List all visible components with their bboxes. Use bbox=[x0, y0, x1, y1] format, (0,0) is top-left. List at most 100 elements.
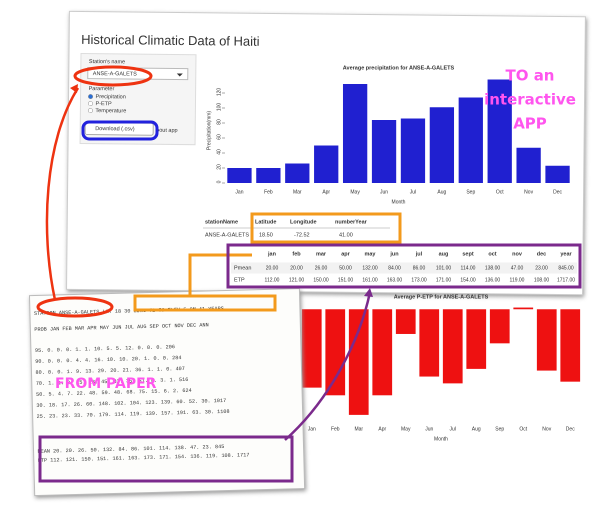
purple-arrow bbox=[284, 291, 372, 441]
paper-header: STATION ANSE-A-GALETS LAT 18 30 LONG 72 … bbox=[34, 306, 224, 317]
table-header: dec bbox=[537, 251, 546, 257]
bar bbox=[285, 163, 310, 183]
x-tick-label: Jun bbox=[380, 189, 388, 195]
table-header: nov bbox=[512, 251, 523, 257]
x-tick-label: Mar bbox=[293, 189, 302, 195]
station-value: ANSE-A-GALETS bbox=[93, 71, 137, 77]
bar bbox=[301, 309, 322, 388]
radio[interactable] bbox=[87, 108, 93, 114]
table-cell: 161.00 bbox=[362, 277, 378, 283]
bar bbox=[227, 168, 252, 183]
radio[interactable] bbox=[88, 94, 93, 100]
table-header: mar bbox=[316, 251, 327, 257]
x-tick-label: Dec bbox=[566, 426, 575, 432]
x-tick-label: May bbox=[401, 426, 411, 432]
chart-title: Average P-ETP for ANSE-A-GALETS bbox=[394, 294, 489, 300]
table-cell: -72.52 bbox=[294, 232, 310, 238]
red-arrow bbox=[45, 87, 80, 301]
table-cell: 84.00 bbox=[388, 265, 401, 271]
y-tick-label: 20 bbox=[216, 164, 222, 170]
to-app-line: TO an bbox=[505, 67, 554, 85]
y-tick-label: 120 bbox=[216, 88, 222, 97]
precip-chart: Average precipitation for ANSE-A-GALETS 0… bbox=[206, 65, 570, 205]
parameter-label: Parameter bbox=[89, 86, 115, 92]
row-label: Pmean bbox=[234, 265, 251, 271]
x-tick-label: Aug bbox=[437, 189, 446, 195]
x-tick-label: Jan bbox=[235, 189, 243, 195]
x-tick-label: May bbox=[350, 189, 360, 195]
paper-line: 70. 1. 1. 3. 15. 23. 45. 32. 35. 51. 8. … bbox=[36, 377, 189, 387]
table-cell: 171.00 bbox=[436, 277, 452, 283]
radio-label: Precipitation bbox=[96, 94, 126, 100]
bar bbox=[419, 309, 440, 377]
x-tick-label: Jul bbox=[410, 189, 416, 195]
to-app-line: APP bbox=[513, 115, 547, 133]
select-caret bbox=[176, 73, 183, 77]
table-cell: 845.00 bbox=[558, 265, 574, 271]
annotations: FROM PAPER TO an interactive APP bbox=[36, 65, 582, 483]
bar bbox=[371, 120, 397, 183]
table-cell: 163.00 bbox=[387, 277, 403, 283]
app-title: Historical Climatic Data of Haiti bbox=[81, 32, 260, 49]
orange-connector bbox=[188, 253, 252, 296]
paper-line: 95. 0. 0. 0. 1. 1. 10. 5. 5. 12. 0. 0. 0… bbox=[35, 344, 175, 354]
bar bbox=[314, 145, 339, 183]
table-header: jan bbox=[267, 251, 277, 257]
bar bbox=[536, 309, 557, 371]
table-cell: 47.00 bbox=[511, 265, 524, 271]
table-cell: 20.00 bbox=[266, 265, 279, 271]
bar bbox=[466, 309, 487, 369]
red-ellipse bbox=[36, 296, 114, 318]
x-tick-label: Oct bbox=[496, 189, 504, 195]
table-header: stationName bbox=[205, 219, 238, 225]
about-link[interactable]: bout app bbox=[156, 128, 177, 134]
table-cell: 1717.00 bbox=[557, 277, 575, 283]
table-cell: 50.00 bbox=[339, 265, 352, 271]
download-text: Download (.csv) bbox=[95, 126, 135, 132]
y-tick-label: 80 bbox=[216, 119, 222, 125]
chart-title: Average precipitation for ANSE-A-GALETS bbox=[343, 65, 455, 71]
x-tick-label: Apr bbox=[378, 426, 386, 432]
paper-line: 80. 0. 0. 1. 9. 13. 29. 20. 21. 36. 1. 1… bbox=[35, 366, 185, 376]
to-app-note: TO an interactive APP bbox=[484, 67, 576, 133]
x-tick-label: Nov bbox=[524, 189, 533, 195]
orange-box bbox=[250, 212, 402, 244]
x-tick-label: Nov bbox=[542, 426, 551, 432]
row-stripe bbox=[231, 274, 577, 286]
table-header: sept bbox=[462, 251, 473, 257]
from-paper-note: FROM PAPER bbox=[55, 376, 157, 392]
bar bbox=[458, 97, 483, 183]
y-tick-label: 40 bbox=[216, 149, 222, 155]
paper-line: 30. 18. 17. 26. 60. 148. 102. 104. 123. … bbox=[36, 398, 226, 409]
table-header: aug bbox=[439, 251, 449, 257]
table-cell: 20.00 bbox=[290, 265, 303, 271]
bar bbox=[372, 309, 393, 396]
bar bbox=[400, 118, 426, 183]
table-header: may bbox=[364, 251, 376, 257]
paper-line: ETP 112. 121. 150. 151. 161. 163. 173. 1… bbox=[38, 452, 250, 464]
table-cell: 18.50 bbox=[259, 232, 273, 238]
arrow-head bbox=[70, 84, 78, 93]
table-cell: 150.00 bbox=[313, 277, 329, 283]
bar bbox=[395, 309, 416, 334]
table-cell: 26.00 bbox=[315, 265, 328, 271]
purple-box bbox=[38, 435, 294, 483]
table-cell: 86.00 bbox=[413, 265, 426, 271]
table-cell: 41.00 bbox=[339, 232, 353, 238]
table-cell: 101.00 bbox=[436, 265, 452, 271]
bar bbox=[489, 309, 510, 344]
radio[interactable] bbox=[88, 101, 93, 107]
bar bbox=[325, 309, 346, 396]
table-cell: ANSE-A-GALETS bbox=[205, 232, 249, 238]
table-header: jun bbox=[389, 251, 399, 257]
x-tick-label: Jul bbox=[450, 426, 456, 432]
bar bbox=[442, 309, 463, 384]
x-tick-label: Sep bbox=[466, 189, 475, 195]
x-tick-label: Mar bbox=[354, 426, 363, 432]
y-axis-label: Precipitation(mm) bbox=[206, 111, 212, 151]
table-header: jul bbox=[415, 251, 423, 257]
orange-box bbox=[133, 294, 277, 312]
paper-sheet bbox=[28, 288, 306, 497]
